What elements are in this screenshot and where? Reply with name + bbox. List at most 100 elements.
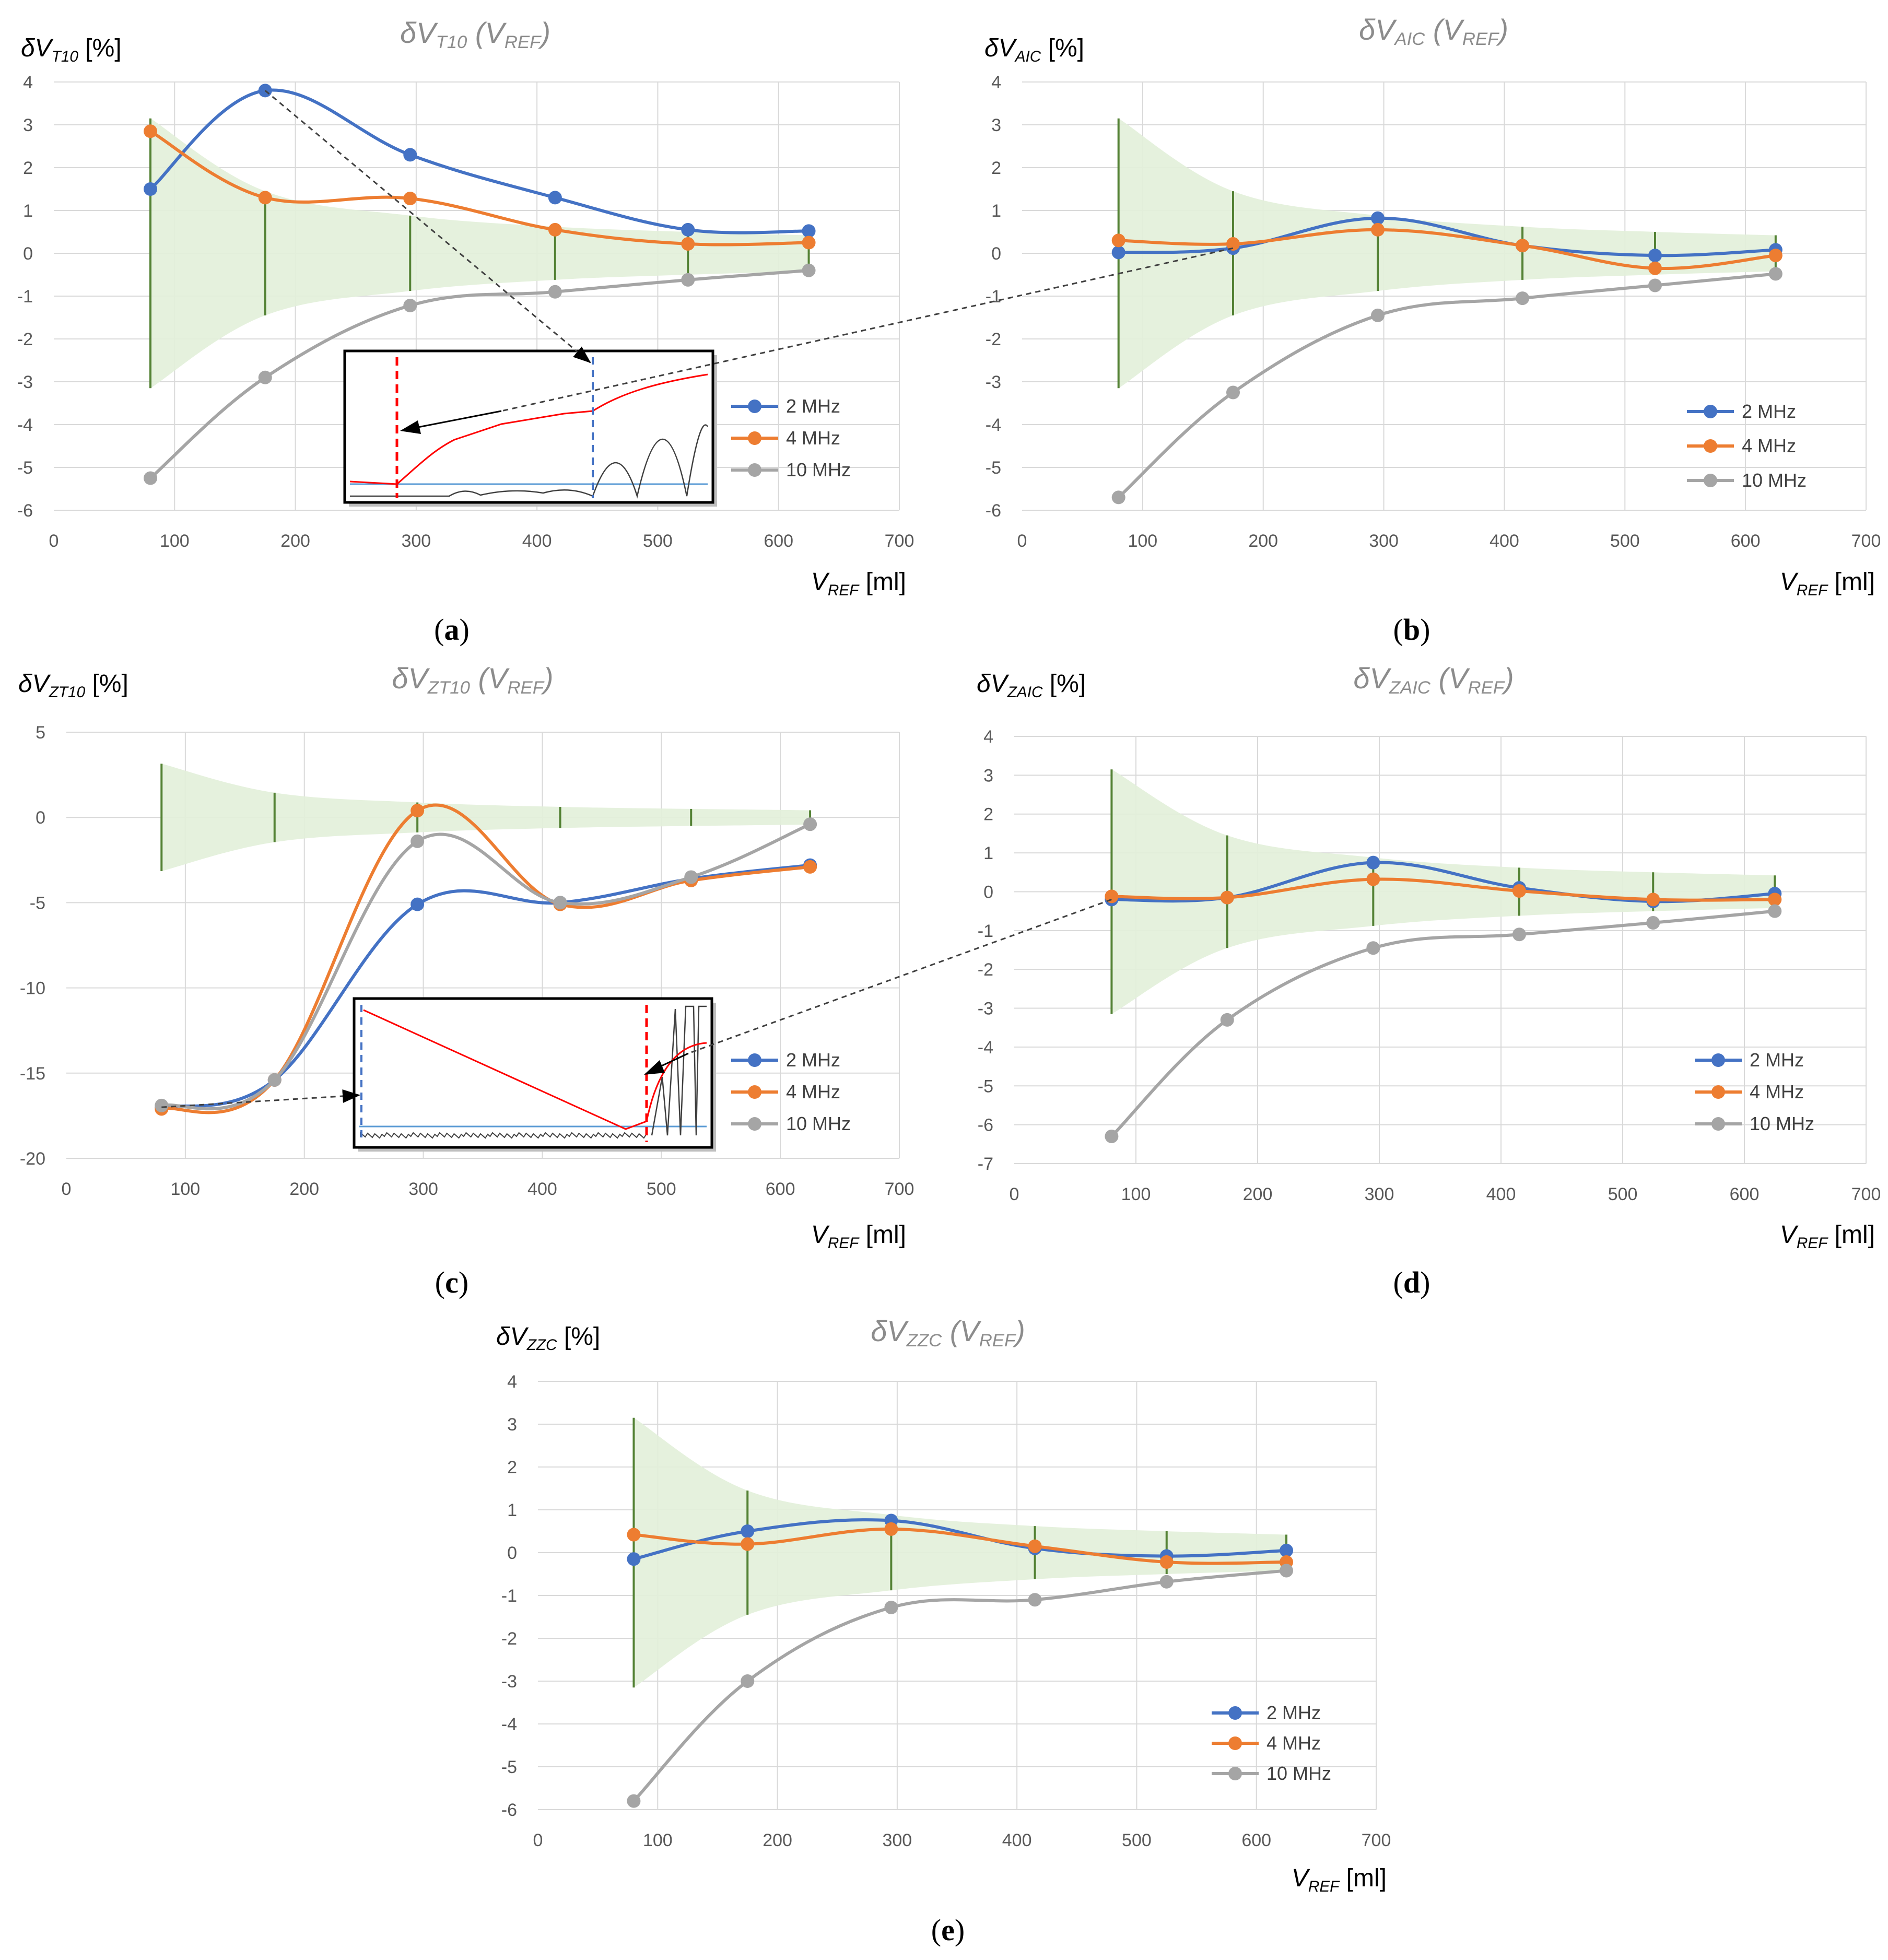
y-tick-label: 3 [507, 1415, 517, 1435]
data-point-4mhz [548, 222, 562, 237]
y-tick-label: -3 [17, 372, 33, 392]
data-point-4mhz [1366, 872, 1380, 886]
y-tick-label: -5 [986, 458, 1001, 478]
x-tick-label: 200 [280, 531, 310, 551]
y-tick-label: 1 [507, 1500, 517, 1520]
chart-c: 0 100 200 300 400 500 600 700 -20 -15 -10 -5 0 5 δVZT1… [18, 662, 914, 1299]
data-point-2mhz [681, 222, 695, 237]
chart-title: δVZT10 (VREF) [392, 662, 553, 698]
y-tick-label: 1 [983, 843, 993, 863]
y-tick-label: 1 [23, 201, 33, 221]
y-tick-label: -5 [501, 1757, 517, 1777]
x-axis-label: VREF [ml] [1780, 1221, 1875, 1252]
legend-label: 10 MHz [1267, 1763, 1331, 1784]
y-tick-label: 4 [983, 727, 993, 747]
data-point-4mhz [627, 1528, 641, 1542]
data-point-2mhz [627, 1552, 641, 1566]
x-tick-label: 500 [643, 531, 673, 551]
panel-caption: (e) [931, 1913, 965, 1947]
series-line-2mhz [1118, 216, 1776, 257]
data-point-10mhz [144, 471, 158, 485]
data-point-4mhz [1768, 893, 1782, 907]
inset-c-noise-trace [360, 1131, 647, 1139]
legend: 2 MHz 4 MHz 10 MHz [1212, 1702, 1331, 1784]
pointer-a-peak [264, 90, 591, 363]
data-point-10mhz [1516, 291, 1530, 306]
data-point-10mhz [1220, 1013, 1234, 1027]
x-tick-label: 300 [882, 1830, 912, 1850]
x-axis-label: VREF [ml] [811, 1221, 906, 1252]
data-point-2mhz [403, 148, 417, 162]
data-point-10mhz [802, 263, 816, 277]
x-tick-label: 100 [643, 1830, 673, 1850]
data-point-4mhz [681, 237, 695, 251]
y-tick-label: 3 [991, 115, 1001, 135]
data-point-2mhz [1371, 211, 1385, 225]
data-point-2mhz [411, 897, 425, 911]
legend-label: 10 MHz [1742, 470, 1807, 491]
data-point-4mhz [1159, 1555, 1174, 1569]
x-tick-label: 700 [885, 1179, 914, 1199]
y-axis-label: δVZZC [%] [496, 1323, 600, 1354]
legend-swatch-marker [1228, 1736, 1242, 1750]
legend-swatch-marker [1711, 1085, 1725, 1099]
x-tick-label: 600 [766, 1179, 795, 1199]
y-tick-label: 2 [991, 158, 1001, 178]
y-tick-label: -2 [986, 330, 1001, 349]
chart-title: δVT10 (VREF) [400, 16, 550, 52]
data-point-4mhz [1028, 1539, 1042, 1553]
x-tick-label: 300 [408, 1179, 438, 1199]
chart-title: δVAIC (VREF) [1359, 13, 1508, 49]
inset-c-inner-arrowhead [644, 1060, 665, 1075]
data-point-10mhz [1648, 278, 1662, 292]
x-tick-label: 200 [1243, 1184, 1273, 1204]
legend-swatch-marker [748, 1085, 761, 1099]
y-tick-label: -4 [501, 1715, 517, 1734]
x-axis-label: VREF [ml] [1292, 1864, 1387, 1895]
chart-e: 0 100 200 300 400 500 600 700 -6 -5 -4 -3 -2 -1 0 1 2 3 4 δ… [496, 1315, 1391, 1947]
y-tick-label: 0 [36, 808, 45, 828]
uncertainty-band [1118, 118, 1776, 389]
y-tick-label: -6 [501, 1800, 517, 1820]
x-tick-label: 500 [1608, 1184, 1638, 1204]
data-point-4mhz [1516, 239, 1530, 253]
chart-b: 0 100 200 300 400 500 600 700 -6 -5 -4 -3 -2 -1 0 1 2 3 4 δ… [984, 13, 1881, 647]
x-tick-label: 300 [1365, 1184, 1394, 1204]
panel-caption: (c) [435, 1265, 468, 1299]
uncertainty-band [634, 1417, 1287, 1688]
legend-label: 4 MHz [786, 427, 840, 449]
y-axis-label: δVZT10 [%] [18, 670, 128, 701]
chart-title: δVZAIC (VREF) [1353, 662, 1514, 698]
data-point-10mhz [1105, 1129, 1119, 1143]
x-tick-label: 100 [1121, 1184, 1151, 1204]
y-tick-label: 2 [507, 1458, 517, 1477]
y-tick-label: -2 [501, 1629, 517, 1649]
x-tick-label: 400 [1002, 1830, 1032, 1850]
legend-label: 4 MHz [1742, 435, 1796, 456]
inset-a-frame [343, 349, 714, 504]
uncertainty-band [161, 764, 811, 872]
chart-a: 0 100 200 300 400 500 600 700 -6 -5 -4 -3 -2 -1 0 1 2 3 4 δ… [17, 16, 914, 647]
legend-swatch-marker [1704, 405, 1717, 418]
data-point-4mhz [803, 860, 817, 874]
y-tick-label: -3 [986, 372, 1001, 392]
data-point-4mhz [741, 1537, 755, 1551]
y-axis-label: δVT10 [%] [21, 34, 122, 65]
annotation-layer [161, 90, 1234, 1152]
y-tick-label: -3 [501, 1672, 517, 1692]
data-point-2mhz [1111, 245, 1125, 260]
y-tick-label: 4 [23, 73, 33, 92]
charts-layer: 0 100 200 300 400 500 600 700-6-5-4-3-2-101234δ… [17, 13, 1881, 1947]
legend: 2 MHz 4 MHz 10 MHz [1687, 401, 1807, 491]
data-point-4mhz [1105, 889, 1119, 903]
data-point-10mhz [553, 896, 567, 910]
y-tick-label: 4 [507, 1372, 517, 1392]
x-tick-label: 0 [62, 1179, 72, 1199]
legend-swatch-marker [748, 431, 761, 445]
x-tick-label: 100 [1128, 531, 1157, 551]
data-point-4mhz [1512, 884, 1526, 898]
data-point-4mhz [1220, 890, 1234, 905]
data-point-10mhz [803, 817, 817, 831]
x-tick-label: 700 [885, 531, 914, 551]
x-tick-label: 0 [533, 1830, 543, 1850]
